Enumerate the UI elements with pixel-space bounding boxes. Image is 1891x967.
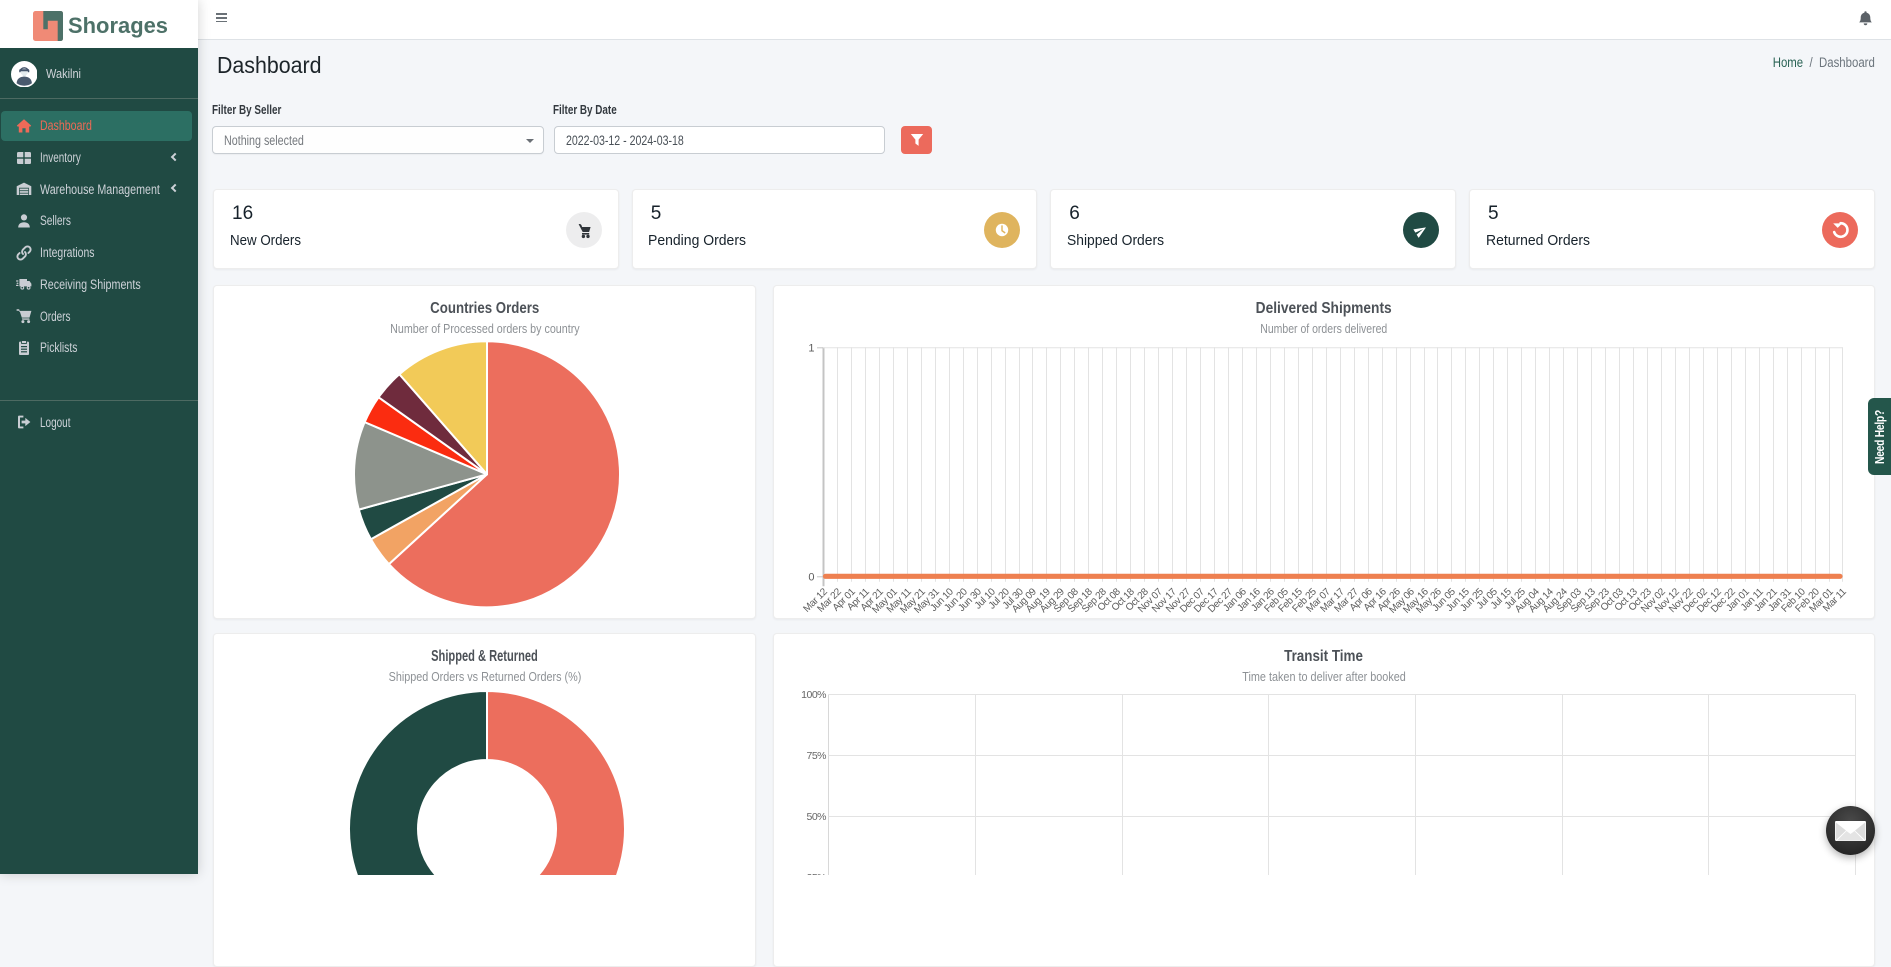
svg-text:75%: 75%: [806, 750, 826, 762]
svg-text:0: 0: [808, 571, 814, 583]
svg-text:100%: 100%: [801, 689, 826, 701]
svg-text:50%: 50%: [806, 811, 826, 823]
svg-text:1: 1: [808, 342, 814, 354]
